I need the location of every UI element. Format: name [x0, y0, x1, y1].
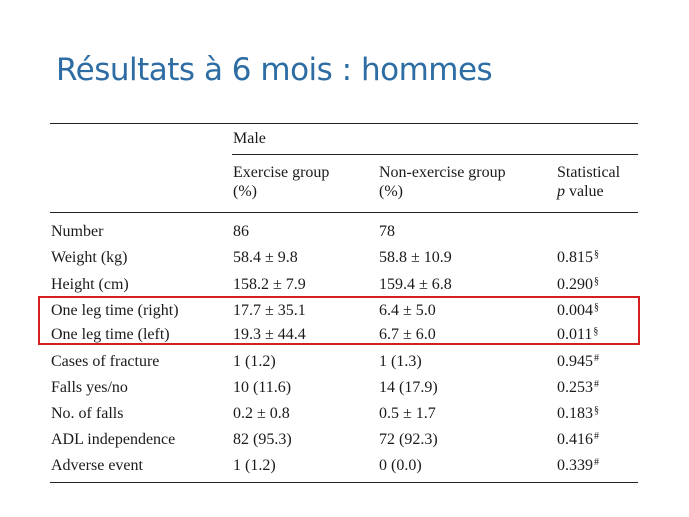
nonexercise-value: 159.4 ± 6.8 — [379, 276, 452, 293]
row-label: One leg time (left) — [51, 326, 170, 343]
table-bottom-rule — [50, 482, 638, 483]
row-label: Falls yes/no — [51, 379, 128, 396]
nonexercise-value: 58.8 ± 10.9 — [379, 249, 452, 266]
exercise-value: 86 — [233, 223, 249, 240]
p-value: 0.253# — [557, 379, 599, 396]
row-label: Adverse event — [51, 457, 143, 474]
exercise-value: 17.7 ± 35.1 — [233, 302, 306, 319]
exercise-value: 0.2 ± 0.8 — [233, 405, 290, 422]
nonexercise-value: 1 (1.3) — [379, 353, 422, 370]
col-header-exercise-line1: Exercise group — [233, 164, 330, 181]
highlight-box — [38, 296, 640, 345]
p-value: 0.945# — [557, 353, 599, 370]
nonexercise-value: 6.7 ± 6.0 — [379, 326, 436, 343]
header-bottom-rule — [50, 212, 638, 213]
p-value: 0.183§ — [557, 405, 599, 422]
exercise-value: 1 (1.2) — [233, 457, 276, 474]
col-header-nonexercise-line1: Non-exercise group — [379, 164, 506, 181]
col-header-pvalue-line1: Statistical — [557, 164, 621, 181]
p-value: 0.290§ — [557, 276, 599, 293]
col-header-exercise-line2: (%) — [233, 183, 257, 200]
table-top-rule — [50, 123, 638, 124]
p-value — [557, 222, 558, 241]
nonexercise-value: 14 (17.9) — [379, 379, 438, 396]
exercise-value: 58.4 ± 9.8 — [233, 249, 298, 266]
nonexercise-value: 78 — [379, 223, 395, 240]
p-symbol: p — [557, 183, 565, 200]
row-label: ADL independence — [51, 431, 176, 448]
exercise-value: 10 (11.6) — [233, 379, 292, 396]
group-header-rule — [232, 154, 638, 155]
col-header-pvalue-line2: p value — [557, 182, 604, 201]
p-value: 0.011§ — [557, 326, 599, 343]
p-value: 0.815§ — [557, 249, 599, 266]
exercise-value: 158.2 ± 7.9 — [233, 276, 306, 293]
p-value: 0.004§ — [557, 302, 599, 319]
exercise-value: 1 (1.2) — [233, 353, 276, 370]
row-label: Number — [51, 223, 104, 240]
p-value-word: value — [565, 183, 604, 200]
nonexercise-value: 0 (0.0) — [379, 457, 422, 474]
p-value: 0.416# — [557, 431, 599, 448]
exercise-value: 19.3 ± 44.4 — [233, 326, 306, 343]
nonexercise-value: 72 (92.3) — [379, 431, 438, 448]
nonexercise-value: 6.4 ± 5.0 — [379, 302, 436, 319]
nonexercise-value: 0.5 ± 1.7 — [379, 405, 436, 422]
row-label: Cases of fracture — [51, 353, 160, 370]
exercise-value: 82 (95.3) — [233, 431, 292, 448]
row-label: Weight (kg) — [51, 249, 128, 266]
group-header-male: Male — [233, 130, 266, 147]
row-label: No. of falls — [51, 405, 124, 422]
slide-title: Résultats à 6 mois : hommes — [56, 52, 493, 88]
col-header-nonexercise-line2: (%) — [379, 183, 403, 200]
row-label: Height (cm) — [51, 276, 129, 293]
p-value: 0.339# — [557, 457, 599, 474]
row-label: One leg time (right) — [51, 302, 179, 319]
